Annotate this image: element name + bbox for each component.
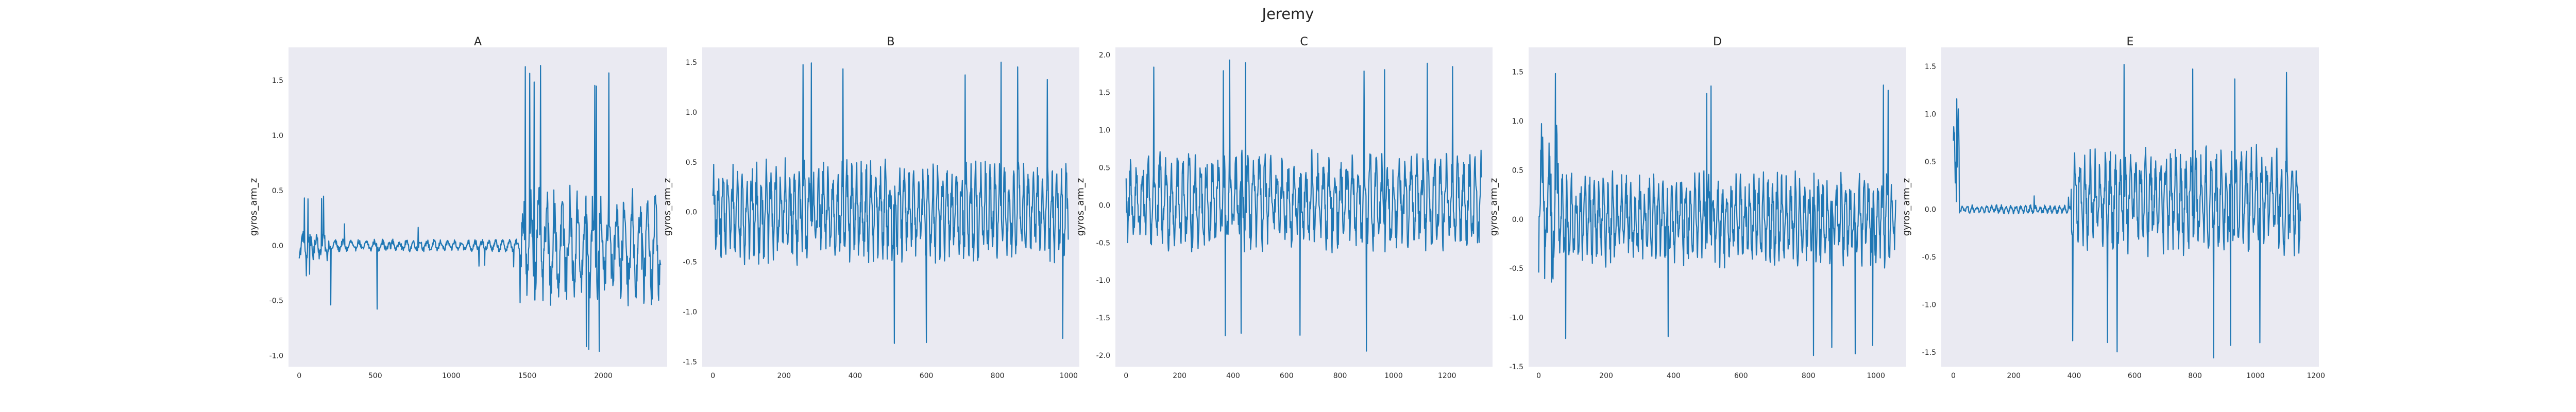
subplot-title: E	[2127, 36, 2134, 48]
subplot-title: C	[1300, 36, 1308, 48]
x-tick-label: 1500	[518, 372, 537, 380]
y-tick-label: -1.5	[1922, 349, 1936, 357]
x-tick-label: 200	[777, 372, 791, 380]
y-tick-label: 0.5	[1512, 166, 1523, 175]
x-tick-label: 600	[1280, 372, 1294, 380]
x-tick-label: 400	[1226, 372, 1240, 380]
x-tick-label: 400	[2067, 372, 2081, 380]
y-tick-label: 2.0	[1099, 52, 1110, 60]
y-axis-label: gyros_arm_z	[1901, 178, 1912, 236]
y-tick-label: 0.0	[686, 209, 697, 217]
y-tick-label: 1.0	[686, 109, 697, 117]
y-tick-label: -0.5	[1922, 253, 1936, 262]
subplot-title: B	[887, 36, 894, 48]
x-tick-label: 200	[1173, 372, 1187, 380]
y-axis-label: gyros_arm_z	[248, 178, 259, 236]
y-tick-label: -0.5	[1096, 239, 1110, 247]
y-tick-label: 1.0	[1512, 117, 1523, 126]
x-tick-label: 500	[368, 372, 382, 380]
series-line	[298, 65, 662, 352]
x-tick-label: 0	[710, 372, 715, 380]
y-tick-label: 0.5	[1925, 158, 1936, 166]
x-tick-label: 600	[2128, 372, 2142, 380]
x-tick-label: 600	[920, 372, 934, 380]
y-tick-label: 1.5	[1512, 68, 1523, 77]
y-tick-label: 0.0	[272, 242, 283, 250]
x-tick-label: 800	[2188, 372, 2202, 380]
y-tick-label: -1.0	[1096, 277, 1110, 285]
y-tick-label: 1.5	[1925, 63, 1936, 71]
x-tick-label: 2000	[594, 372, 613, 380]
subplot-title: D	[1713, 36, 1722, 48]
plot-area	[1941, 47, 2319, 367]
y-tick-label: 1.5	[686, 59, 697, 67]
y-tick-label: -0.5	[269, 297, 283, 305]
y-tick-label: -1.0	[1510, 314, 1523, 322]
y-tick-label: -1.5	[1096, 314, 1110, 322]
y-tick-label: 0.5	[686, 159, 697, 167]
y-tick-label: -1.0	[269, 352, 283, 360]
x-tick-label: 0	[1124, 372, 1128, 380]
series-line	[712, 61, 1069, 344]
y-tick-label: -1.0	[1922, 301, 1936, 310]
x-tick-label: 800	[991, 372, 1005, 380]
x-tick-label: 0	[297, 372, 301, 380]
x-tick-label: 200	[2007, 372, 2021, 380]
subplot-title: A	[474, 36, 482, 48]
y-tick-label: 0.0	[1925, 206, 1936, 214]
x-tick-label: 200	[1599, 372, 1613, 380]
y-tick-label: -2.0	[1096, 352, 1110, 360]
y-tick-label: 0.5	[272, 187, 283, 195]
y-tick-label: 1.5	[1099, 89, 1110, 97]
y-tick-label: 0.0	[1099, 201, 1110, 210]
y-axis-label: gyros_arm_z	[1075, 178, 1086, 236]
figure-title: Jeremy	[1262, 5, 1314, 23]
y-axis-label: gyros_arm_z	[662, 178, 673, 236]
y-tick-label: 0.0	[1512, 216, 1523, 224]
x-tick-label: 1000	[1059, 372, 1078, 380]
y-axis-label: gyros_arm_z	[1488, 178, 1499, 236]
x-tick-label: 1200	[1438, 372, 1456, 380]
y-tick-label: -1.5	[1510, 363, 1523, 371]
y-tick-label: -1.0	[683, 308, 697, 316]
y-tick-label: 1.0	[272, 132, 283, 140]
y-tick-label: -0.5	[683, 259, 697, 267]
y-tick-label: -0.5	[1510, 265, 1523, 273]
series-line	[1953, 64, 2301, 358]
x-tick-label: 400	[1667, 372, 1681, 380]
y-tick-label: -1.5	[683, 358, 697, 366]
y-tick-label: 0.5	[1099, 164, 1110, 172]
y-tick-label: 1.0	[1099, 126, 1110, 134]
x-tick-label: 1000	[1384, 372, 1403, 380]
x-tick-label: 400	[849, 372, 862, 380]
x-tick-label: 1000	[442, 372, 461, 380]
x-tick-label: 1000	[1867, 372, 1885, 380]
y-tick-label: 1.5	[272, 77, 283, 85]
x-tick-label: 600	[1734, 372, 1748, 380]
series-line	[1125, 59, 1482, 352]
x-tick-label: 0	[1951, 372, 1956, 380]
x-tick-label: 800	[1802, 372, 1816, 380]
x-tick-label: 1000	[2246, 372, 2265, 380]
x-tick-label: 0	[1536, 372, 1541, 380]
x-tick-label: 800	[1333, 372, 1347, 380]
plot-area	[289, 47, 667, 367]
y-tick-label: 1.0	[1925, 111, 1936, 119]
series-line	[1538, 73, 1896, 356]
x-tick-label: 1200	[2307, 372, 2325, 380]
